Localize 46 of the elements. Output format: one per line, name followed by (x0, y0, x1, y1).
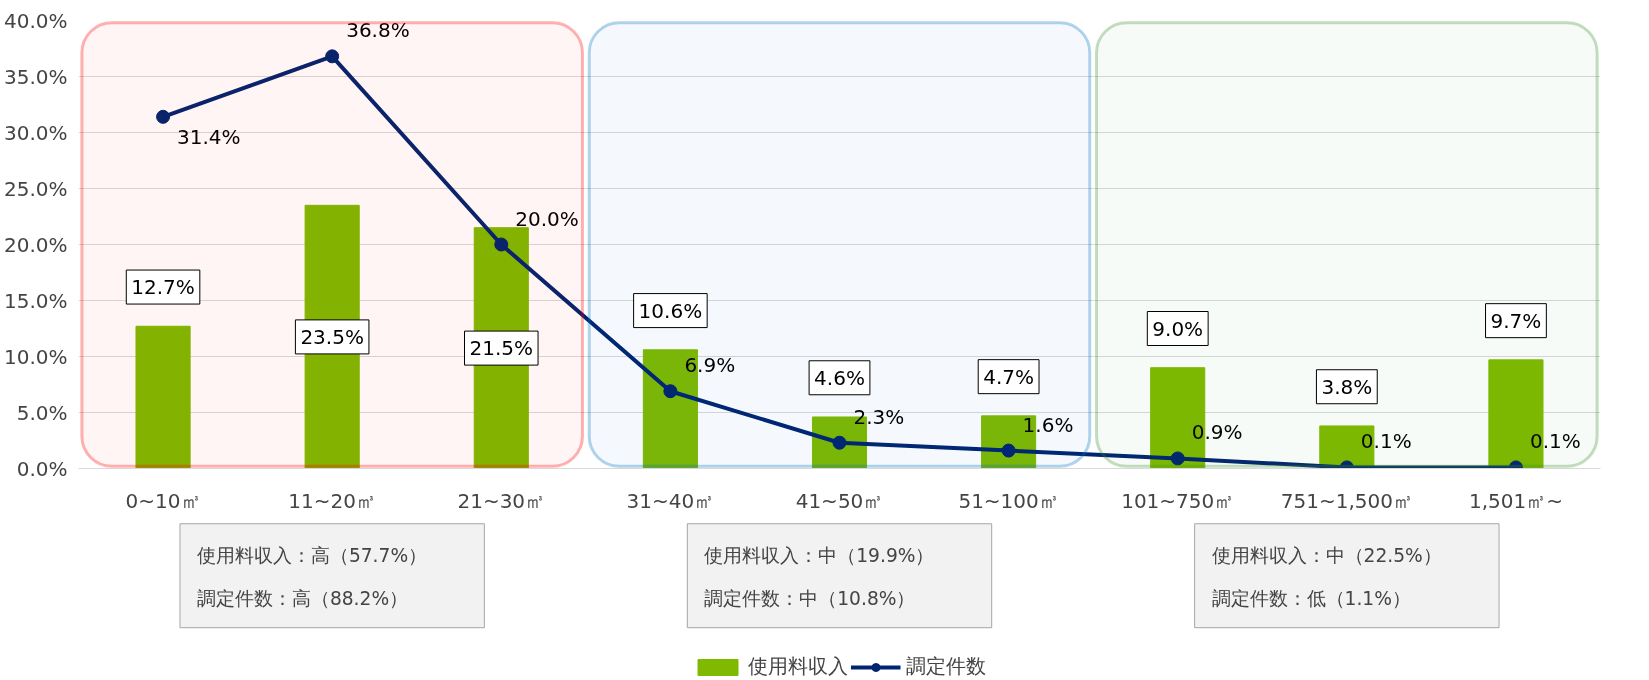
x-tick-label: 51~100㎥ (958, 488, 1059, 513)
point (1170, 451, 1185, 466)
point (325, 49, 340, 64)
data-label: 4.6% (814, 365, 865, 390)
data-label: 20.0% (515, 206, 579, 231)
x-tick-label: 11~20㎥ (288, 488, 376, 513)
text: 使用料収入：中（22.5%） (1211, 544, 1442, 566)
data-label: 31.4% (177, 124, 241, 149)
data-label: 12.7% (131, 275, 195, 300)
text: 調定件数：高（88.2%） (196, 587, 409, 609)
data-label: 9.7% (1490, 308, 1542, 333)
text: 使用料収入：高（57.7%） (196, 544, 428, 566)
bar (135, 325, 191, 469)
x-tick-label: 31~40㎥ (626, 488, 715, 513)
legend-label: 使用料収入 (747, 653, 848, 680)
point (663, 384, 678, 399)
y-tick-label: 15.0% (3, 288, 68, 313)
point (494, 237, 509, 252)
data-label: 9.0% (1152, 316, 1204, 341)
point (1001, 443, 1016, 458)
data-label: 36.8% (346, 18, 410, 43)
y-tick-label: 20.0% (3, 232, 68, 257)
y-tick-label: 40.0% (3, 8, 68, 33)
point (156, 109, 171, 124)
data-label: 2.3% (853, 404, 905, 429)
y-tick-label: 35.0% (3, 64, 68, 89)
x-tick-label: 0~10㎥ (125, 488, 201, 513)
data-label: 10.6% (638, 298, 703, 323)
x-tick-label: 41~50㎥ (795, 488, 884, 513)
data-label: 21.5% (469, 336, 534, 361)
legend-label: 調定件数 (905, 653, 986, 680)
x-tick-label: 101~750㎥ (1121, 488, 1235, 513)
y-tick-label: 25.0% (3, 176, 68, 201)
text: 使用料収入：中（19.9%） (704, 544, 935, 566)
y-tick-label: 30.0% (3, 120, 68, 145)
text: 調定件数：中（10.8%） (704, 587, 916, 609)
y-tick-label: 0.0% (16, 456, 68, 481)
x-tick-label: 751~1,500㎥ (1280, 488, 1413, 513)
y-tick-label: 5.0% (16, 400, 68, 425)
x-tick-label: 21~30㎥ (457, 488, 546, 513)
y-tick-label: 10.0% (3, 344, 68, 369)
x-tick-label: 1,501㎥~ (1468, 488, 1563, 513)
text: 調定件数：低（1.1%） (1211, 587, 1411, 609)
data-label: 23.5% (300, 324, 364, 349)
data-label: 3.8% (1321, 374, 1373, 399)
data-label: 4.7% (983, 364, 1035, 389)
